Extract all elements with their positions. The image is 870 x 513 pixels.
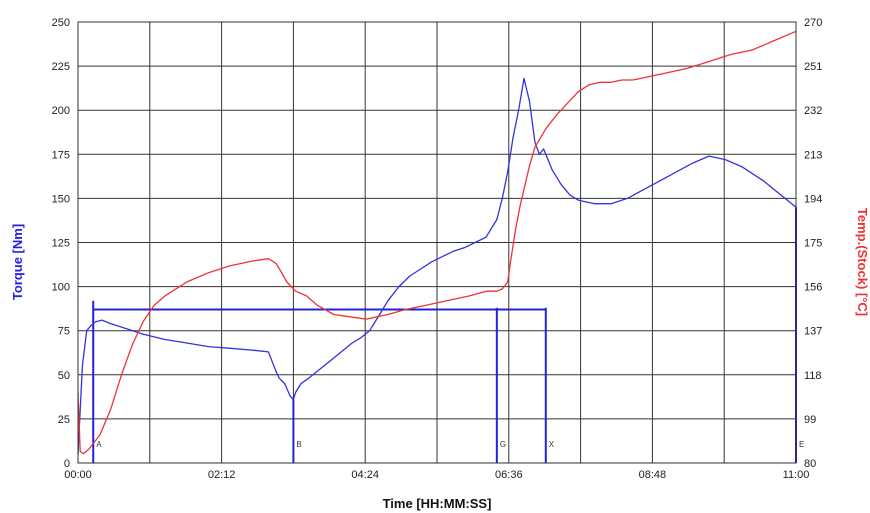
x-tick-label: 08:48 [639,469,667,481]
marker-label-g: G [500,440,506,449]
x-tick-label: 00:00 [64,469,92,481]
y-axis-left-title: Torque [Nm] [10,224,25,300]
y-right-tick-label: 213 [804,149,822,161]
x-tick-label: 04:24 [351,469,379,481]
y-right-tick-label: 232 [804,105,822,117]
y-right-tick-label: 156 [804,282,822,294]
tick-labels: 00:00 02:12 04:24 06:36 08:48 11:00 0 80 25 99 50 1… [52,17,823,481]
y-left-tick-label: 250 [52,17,70,29]
y-left-tick-label: 100 [52,282,70,294]
marker-label-b: B [296,440,301,449]
y-left-tick-label: 125 [52,238,70,250]
y-right-tick-label: 118 [804,370,822,382]
temperature-series-line [77,30,797,455]
marker-label-e: E [799,440,804,449]
x-tick-label: 11:00 [783,469,810,481]
y-right-tick-label: 175 [804,238,822,250]
series-lines [77,30,797,455]
y-right-tick-label: 270 [804,17,822,29]
y-right-tick-label: 194 [804,193,822,205]
y-right-tick-label: 80 [804,458,816,470]
y-right-tick-label: 99 [804,414,816,426]
y-right-tick-label: 251 [804,61,822,73]
y-axis-right-title: Temp.(Stock) [°C] [855,208,870,316]
y-left-tick-label: 25 [58,414,70,426]
y-left-tick-label: 75 [58,326,70,338]
y-left-tick-label: 50 [58,370,70,382]
torque-series-line [77,77,797,455]
y-left-tick-label: 0 [64,458,70,470]
plot-frame [77,21,797,464]
y-left-tick-label: 225 [52,61,70,73]
y-right-tick-label: 137 [804,326,822,338]
x-axis-title: Time [HH:MM:SS] [383,496,492,511]
x-tick-label: 06:36 [495,469,523,481]
marker-label-a: A [96,440,102,449]
y-left-tick-label: 150 [52,193,70,205]
y-left-tick-label: 200 [52,105,70,117]
y-left-tick-label: 175 [52,149,70,161]
x-tick-label: 02:12 [208,469,236,481]
marker-label-x: X [549,440,555,449]
